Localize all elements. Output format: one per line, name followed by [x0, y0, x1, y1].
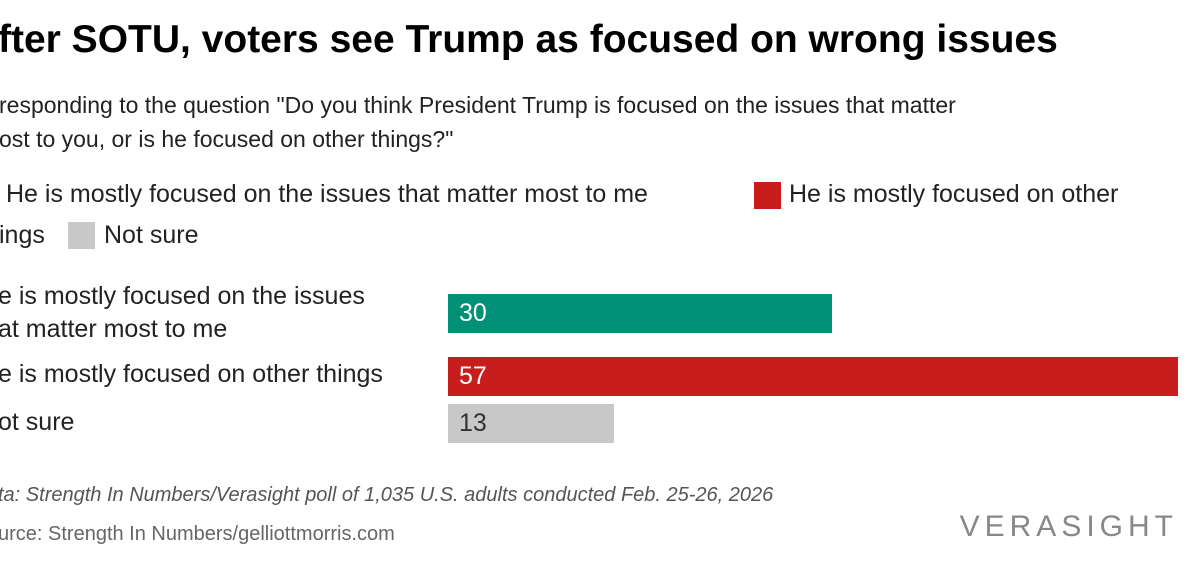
- chart-subtitle-line-1: responding to the question "Do you think…: [0, 92, 956, 118]
- bar-value-label: 30: [459, 299, 487, 327]
- bar-focused-on-my-issues: 30: [448, 294, 833, 333]
- bar-value-label: 13: [459, 409, 487, 437]
- legend-label-other-things-cont: ings: [0, 221, 45, 249]
- category-label-line: at matter most to me: [0, 315, 228, 343]
- category-label-not-sure: ot sure: [0, 408, 75, 436]
- legend-label-not-sure: Not sure: [104, 221, 199, 249]
- bar-other-things: 57: [448, 357, 1178, 396]
- category-label-line: e is mostly focused on the issues: [0, 282, 365, 310]
- data-note: ta: Strength In Numbers/Verasight poll o…: [0, 484, 774, 506]
- category-label-focused-on-my-issues: e is mostly focused on the issues at mat…: [0, 280, 365, 346]
- chart-subtitle-line-2: ost to you, or is he focused on other th…: [0, 126, 454, 152]
- source-note: urce: Strength In Numbers/gelliottmorris…: [0, 523, 395, 545]
- bar-not-sure: 13: [448, 404, 615, 443]
- chart-title: fter SOTU, voters see Trump as focused o…: [0, 18, 1058, 61]
- legend-swatch-not-sure: [68, 222, 95, 249]
- legend-label-focused-on-my-issues: He is mostly focused on the issues that …: [6, 180, 648, 208]
- legend-label-other-things: He is mostly focused on other: [789, 180, 1119, 208]
- category-label-other-things: e is mostly focused on other things: [0, 360, 383, 388]
- verasight-logo: VERASIGHT: [959, 510, 1178, 543]
- bar-value-label: 57: [459, 362, 487, 390]
- legend-swatch-other-things: [754, 182, 781, 209]
